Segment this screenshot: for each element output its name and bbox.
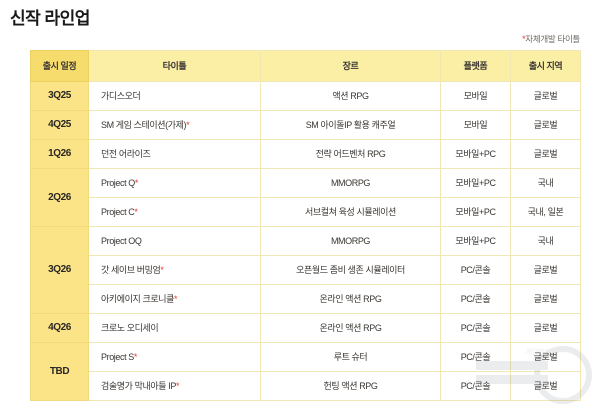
title-label: 크로노 오디세이 <box>101 322 159 333</box>
lineup-table-container: 출시 일정 타이틀 장르 플랫폼 출시 지역 3Q25 가디스오더 액션 RPG 모바… <box>30 50 581 401</box>
cell-genre: 헌팅 액션 RPG <box>260 371 441 401</box>
cell-title: 아키에이지 크로니클* <box>88 284 261 314</box>
table-row: 검술명가 막내아들 IP* 헌팅 액션 RPG PC/콘솔 글로벌 <box>31 371 581 401</box>
cell-title: 크로노 오디세이 <box>88 313 261 343</box>
cell-title: Project Q* <box>88 168 261 198</box>
self-developed-asterisk-icon: * <box>174 293 178 304</box>
cell-title: SM 게임 스테이션(가제)* <box>88 110 261 140</box>
table-row: Project C* 서브컬쳐 육성 시뮬레이션 모바일+PC 국내, 일본 <box>31 197 581 227</box>
cell-region: 국내, 일본 <box>510 197 581 227</box>
cell-region: 글로벌 <box>510 81 581 111</box>
asterisk-icon: * <box>522 34 526 44</box>
cell-genre: MMORPG <box>260 226 441 256</box>
title-label: SM 게임 스테이션(가제) <box>101 119 187 130</box>
column-header-platform: 플랫폼 <box>440 50 511 82</box>
title-label: 갓 세이브 버밍엄 <box>101 264 161 275</box>
cell-schedule: 3Q25 <box>30 81 89 111</box>
cell-title: Project C* <box>88 197 261 227</box>
table-body: 3Q25 가디스오더 액션 RPG 모바일 글로벌 4Q25 SM 게임 스테이션(가제)*… <box>30 81 581 401</box>
self-developed-note-label: 자체개발 타이틀 <box>525 34 580 44</box>
title-label: 가디스오더 <box>101 90 141 101</box>
cell-schedule: 1Q26 <box>30 139 89 169</box>
self-developed-asterisk-icon: * <box>186 119 190 130</box>
cell-genre: 전략 어드벤처 RPG <box>260 139 441 169</box>
cell-region: 글로벌 <box>510 110 581 140</box>
title-label: Project C <box>101 206 135 217</box>
table-row: 1Q26 던전 어라이즈 전략 어드벤처 RPG 모바일+PC 글로벌 <box>30 139 581 169</box>
cell-genre: 액션 RPG <box>260 81 441 111</box>
table-row: 4Q25 SM 게임 스테이션(가제)* SM 아이돌IP 활용 캐주얼 모바일 글로벌 <box>30 110 581 140</box>
cell-platform: 모바일+PC <box>440 139 511 169</box>
cell-platform: PC/콘솔 <box>440 342 511 372</box>
cell-schedule: 3Q26 <box>30 226 89 314</box>
cell-title: 가디스오더 <box>88 81 261 111</box>
cell-region: 국내 <box>510 168 581 198</box>
cell-region: 글로벌 <box>510 342 581 372</box>
cell-title: Project OQ <box>88 226 261 256</box>
cell-title: 검술명가 막내아들 IP* <box>88 371 261 401</box>
cell-region: 국내 <box>510 226 581 256</box>
column-header-genre: 장르 <box>260 50 441 82</box>
cell-genre: 루트 슈터 <box>260 342 441 372</box>
cell-genre: 서브컬쳐 육성 시뮬레이션 <box>260 197 441 227</box>
cell-genre: 온라인 액션 RPG <box>260 284 441 314</box>
cell-region: 글로벌 <box>510 139 581 169</box>
title-label: 던전 어라이즈 <box>101 148 151 159</box>
column-header-region: 출시 지역 <box>510 50 581 82</box>
self-developed-asterisk-icon: * <box>134 206 138 217</box>
cell-genre: 온라인 액션 RPG <box>260 313 441 343</box>
table-row: TBD Project S* 루트 슈터 PC/콘솔 글로벌 <box>30 342 581 401</box>
cell-title: Project S* <box>88 342 261 372</box>
cell-title: 갓 세이브 버밍엄* <box>88 255 261 285</box>
title-label: Project S <box>101 351 134 362</box>
cell-region: 글로벌 <box>510 255 581 285</box>
cell-platform: 모바일 <box>440 110 511 140</box>
cell-platform: PC/콘솔 <box>440 371 511 401</box>
self-developed-asterisk-icon: * <box>175 380 180 391</box>
cell-genre: 오픈월드 좀비 생존 시뮬레이터 <box>260 255 441 285</box>
column-header-title: 타이틀 <box>88 50 261 82</box>
title-label: Project Q <box>101 177 135 188</box>
cell-schedule: 4Q26 <box>30 313 89 343</box>
cell-schedule: 2Q26 <box>30 168 89 227</box>
cell-title: 던전 어라이즈 <box>88 139 261 169</box>
cell-platform: PC/콘솔 <box>440 313 511 343</box>
cell-platform: PC/콘솔 <box>440 284 511 314</box>
title-label: 아키에이지 크로니클 <box>101 293 175 304</box>
column-header-schedule: 출시 일정 <box>30 50 89 82</box>
lineup-table: 출시 일정 타이틀 장르 플랫폼 출시 지역 3Q25 가디스오더 액션 RPG 모바… <box>30 50 581 401</box>
title-label: Project OQ <box>101 235 142 246</box>
cell-platform: 모바일 <box>440 81 511 111</box>
self-developed-asterisk-icon: * <box>160 264 164 275</box>
cell-platform: 모바일+PC <box>440 168 511 198</box>
cell-platform: PC/콘솔 <box>440 255 511 285</box>
table-row: 3Q25 가디스오더 액션 RPG 모바일 글로벌 <box>30 81 581 111</box>
cell-region: 글로벌 <box>510 284 581 314</box>
table-header-row: 출시 일정 타이틀 장르 플랫폼 출시 지역 <box>30 50 581 82</box>
self-developed-asterisk-icon: * <box>134 177 139 188</box>
cell-platform: 모바일+PC <box>440 226 511 256</box>
cell-region: 글로벌 <box>510 371 581 401</box>
self-developed-asterisk-icon: * <box>133 351 138 362</box>
cell-genre: MMORPG <box>260 168 441 198</box>
page-title: 신작 라인업 <box>10 9 90 28</box>
table-row: 2Q26 Project Q* MMORPG 모바일+PC 국내 <box>30 168 581 227</box>
title-label: 검술명가 막내아들 IP <box>101 380 176 391</box>
cell-genre: SM 아이돌IP 활용 캐주얼 <box>260 110 441 140</box>
cell-schedule: 4Q25 <box>30 110 89 140</box>
cell-schedule: TBD <box>30 342 89 401</box>
self-developed-note: *자체개발 타이틀 <box>522 33 580 45</box>
table-row: 아키에이지 크로니클* 온라인 액션 RPG PC/콘솔 글로벌 <box>31 284 581 314</box>
table-row: 3Q26 Project OQ MMORPG 모바일+PC 국내 <box>30 226 581 314</box>
cell-region: 글로벌 <box>510 313 581 343</box>
table-header: 출시 일정 타이틀 장르 플랫폼 출시 지역 <box>30 50 581 82</box>
cell-platform: 모바일+PC <box>440 197 511 227</box>
table-row: 갓 세이브 버밍엄* 오픈월드 좀비 생존 시뮬레이터 PC/콘솔 글로벌 <box>31 255 581 285</box>
table-row: 4Q26 크로노 오디세이 온라인 액션 RPG PC/콘솔 글로벌 <box>30 313 581 343</box>
